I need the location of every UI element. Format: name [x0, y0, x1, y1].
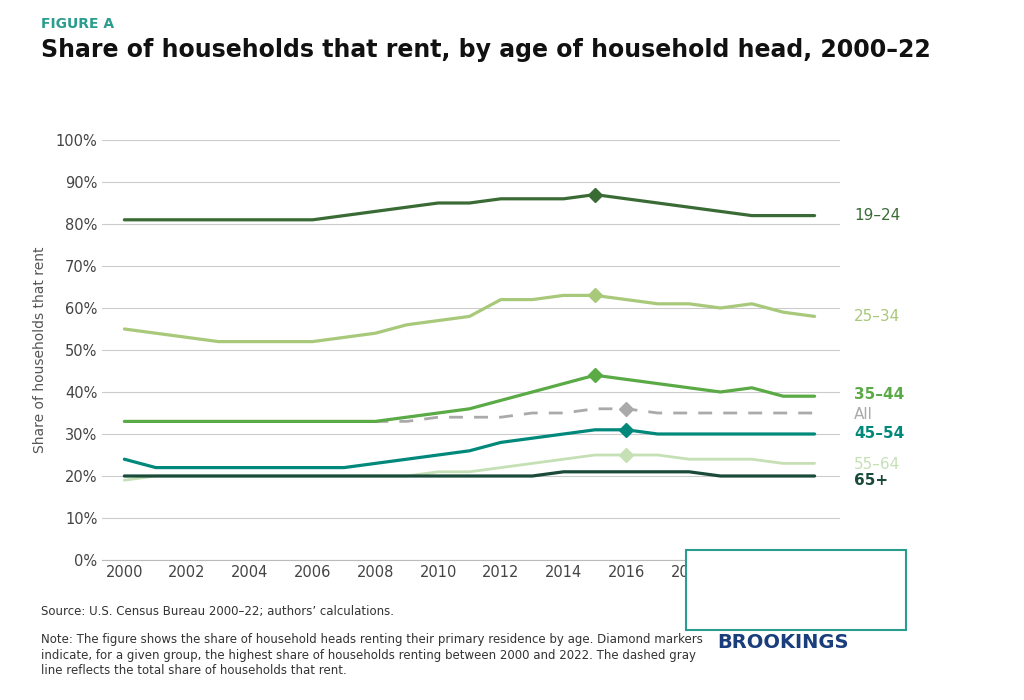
Text: HAMILTON: HAMILTON — [741, 583, 846, 601]
Text: Share of households that rent, by age of household head, 2000–22: Share of households that rent, by age of… — [41, 38, 931, 62]
Text: Note: The figure shows the share of household heads renting their primary reside: Note: The figure shows the share of hous… — [41, 634, 702, 676]
Y-axis label: Share of households that rent: Share of households that rent — [34, 247, 47, 454]
Text: FIGURE A: FIGURE A — [41, 18, 114, 32]
Text: Source: U.S. Census Bureau 2000–22; authors’ calculations.: Source: U.S. Census Bureau 2000–22; auth… — [41, 606, 394, 619]
Text: 19–24: 19–24 — [854, 208, 900, 223]
Text: 35–44: 35–44 — [854, 386, 904, 402]
Text: All: All — [854, 407, 872, 422]
Text: 25–34: 25–34 — [854, 309, 900, 324]
Text: BROOKINGS: BROOKINGS — [717, 634, 848, 652]
Text: PROJECT: PROJECT — [768, 607, 819, 617]
Text: 65+: 65+ — [854, 473, 888, 488]
Text: 55–64: 55–64 — [854, 457, 900, 473]
Text: THE: THE — [782, 567, 805, 577]
Text: 45–54: 45–54 — [854, 426, 904, 442]
